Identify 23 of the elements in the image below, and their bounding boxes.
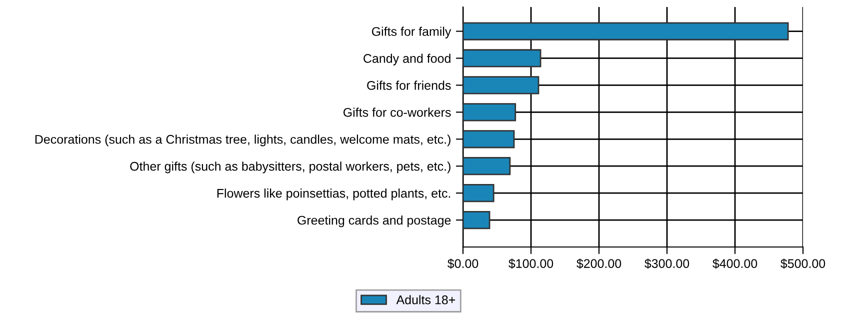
x-tick-label: $300.00 <box>644 258 690 269</box>
x-tick-label: $500.00 <box>780 258 826 269</box>
y-tick-label: Flowers like poinsettias, potted plants, etc. <box>217 188 450 200</box>
y-tick-label: Greeting cards and postage <box>298 216 451 228</box>
y-tick-label: Gifts for co-workers <box>343 108 451 117</box>
bar <box>463 157 511 176</box>
x-tick-label: $100.00 <box>508 258 554 269</box>
y-tick-label: Gifts for friends <box>367 80 451 90</box>
x-tick-label: $400.00 <box>712 258 758 269</box>
bar <box>463 210 490 230</box>
x-tick-label: $200.00 <box>576 258 622 269</box>
legend-label: Adults 18+ <box>396 295 456 304</box>
bar <box>463 49 542 68</box>
y-tick-label: Candy and food <box>364 54 450 66</box>
y-tick-label: Gifts for family <box>372 26 452 38</box>
x-tick-label: $0.00 <box>447 258 478 269</box>
y-tick-label: Decorations (such as a Christmas tree, lights, candles, welcome mats, etc.) <box>35 134 450 146</box>
bar <box>463 103 516 122</box>
bar <box>463 184 494 202</box>
y-tick-label: Other gifts (such as babysitters, postal workers, pets, etc.) <box>130 162 450 174</box>
bar <box>463 22 789 40</box>
bar <box>463 130 515 148</box>
bar <box>463 76 540 94</box>
